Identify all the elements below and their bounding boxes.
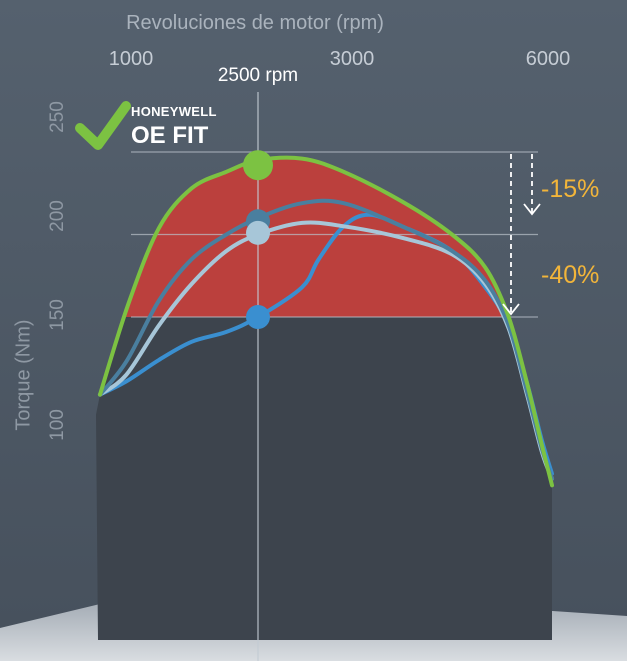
- y-tick-label-150: 150: [47, 299, 68, 331]
- arrow-15-head: [523, 203, 541, 216]
- markers-group: [243, 150, 273, 329]
- reduction-15-label: -15%: [541, 175, 600, 203]
- y-tick-label-200: 200: [47, 200, 68, 232]
- curves-group: [98, 155, 554, 488]
- reference-rpm-label: 2500 rpm: [217, 65, 299, 86]
- curve-line-2: [98, 198, 554, 481]
- y-tick-label-250: 250: [47, 101, 68, 133]
- reduction-40-label: -40%: [541, 261, 600, 289]
- y-tick-label-100: 100: [47, 409, 68, 441]
- curve-line-1: [98, 155, 554, 488]
- badge-brand: HONEYWELL: [131, 104, 217, 119]
- y-axis-title: Torque (Nm): [12, 319, 35, 431]
- x-axis-title: Revoluciones de motor (rpm): [126, 12, 384, 34]
- x-tick-label-6000: 6000: [525, 48, 571, 70]
- arrow-40-head: [502, 303, 520, 316]
- torque-reduction-area: [123, 157, 509, 317]
- x-tick-label-3000: 3000: [329, 48, 375, 70]
- checkmark-icon: [75, 101, 131, 150]
- curve-marker-4: [246, 305, 270, 329]
- badge-tag: OE FIT: [131, 122, 209, 149]
- x-tick-label-1000: 1000: [108, 48, 154, 70]
- reduction-arrows: [502, 154, 541, 316]
- curve-marker-1: [243, 150, 273, 181]
- curve-marker-3: [246, 220, 270, 245]
